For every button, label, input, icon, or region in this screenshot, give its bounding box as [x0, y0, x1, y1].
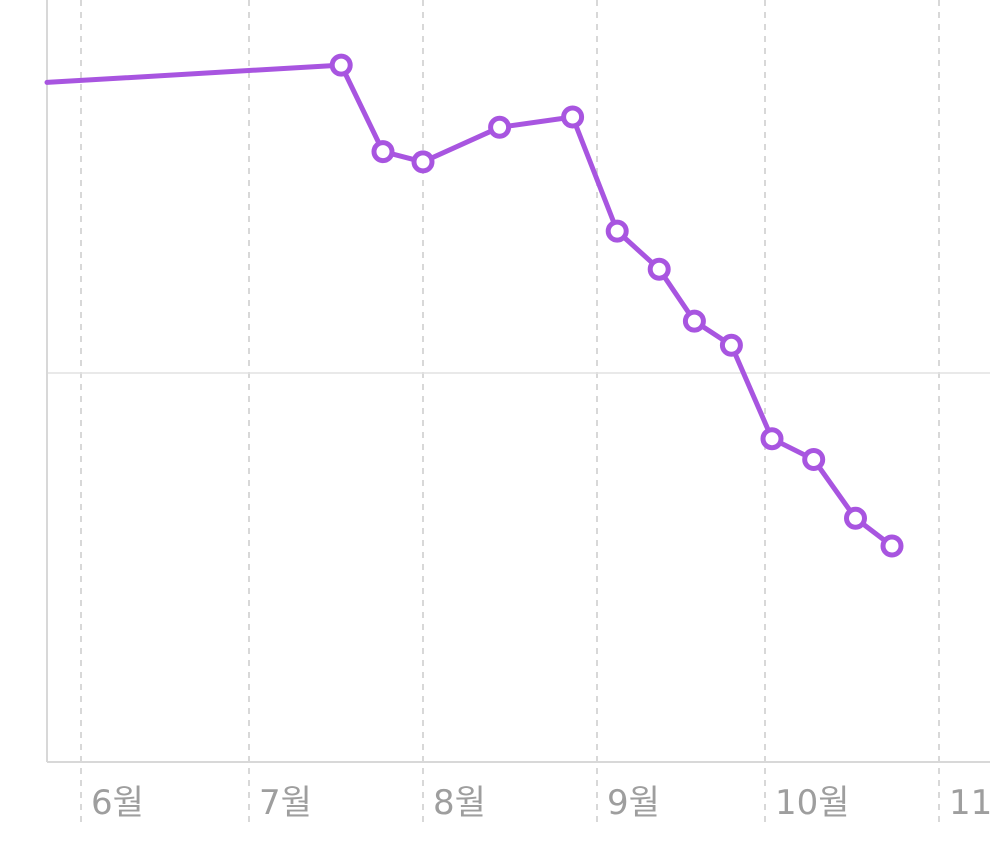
x-axis: [46, 0, 990, 763]
data-point: [329, 53, 353, 77]
data-point: [371, 140, 395, 164]
data-point: [647, 257, 671, 281]
data-point: [561, 105, 585, 129]
data-point: [760, 427, 784, 451]
x-tick-label: 9월: [607, 783, 660, 823]
x-tick-label: 11월: [949, 783, 990, 823]
data-point: [719, 333, 743, 357]
data-point: [682, 309, 706, 333]
series-layer: [44, 53, 904, 558]
data-point: [802, 448, 826, 471]
x-tick-labels: 6월 7월 8월 9월 10월 11월: [91, 783, 990, 823]
data-point: [488, 115, 512, 139]
x-tick-label: 7월: [259, 783, 312, 823]
x-tick-label: 6월: [91, 783, 144, 823]
data-point: [844, 506, 867, 530]
data-point: [880, 534, 904, 558]
data-point: [605, 219, 629, 243]
gridlines: [47, 0, 990, 828]
x-tick-label: 8월: [433, 783, 486, 823]
x-tick-label: 10월: [775, 783, 850, 823]
data-point: [411, 150, 435, 174]
